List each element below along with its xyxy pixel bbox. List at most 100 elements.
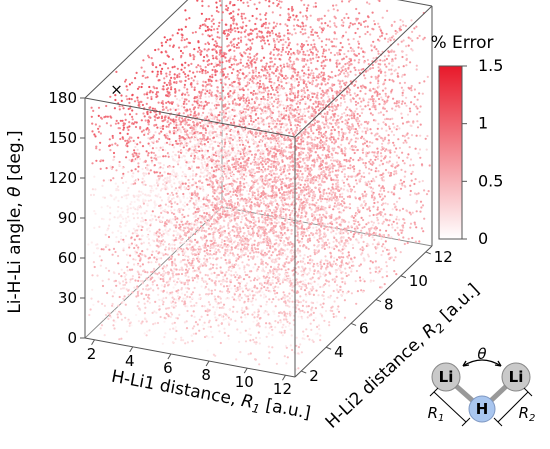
data-point bbox=[305, 83, 308, 86]
data-point bbox=[281, 165, 284, 168]
data-point bbox=[358, 120, 361, 123]
data-point bbox=[200, 12, 203, 15]
data-point bbox=[381, 222, 384, 225]
data-point bbox=[229, 118, 232, 121]
data-point bbox=[220, 128, 223, 131]
data-point bbox=[300, 166, 303, 169]
data-point bbox=[192, 71, 195, 74]
data-point bbox=[323, 188, 326, 191]
data-point bbox=[312, 132, 315, 135]
data-point bbox=[307, 282, 310, 285]
data-point bbox=[382, 179, 385, 182]
data-point bbox=[163, 320, 166, 323]
data-point bbox=[242, 199, 245, 202]
data-point bbox=[197, 253, 200, 256]
data-point bbox=[101, 317, 104, 320]
data-point bbox=[319, 75, 323, 78]
data-point bbox=[152, 323, 155, 326]
data-point bbox=[357, 102, 360, 105]
data-point bbox=[324, 134, 327, 137]
data-point bbox=[293, 86, 296, 89]
data-point bbox=[284, 114, 288, 117]
data-point bbox=[320, 31, 323, 34]
data-point bbox=[136, 292, 139, 295]
data-point bbox=[239, 180, 242, 184]
data-point bbox=[363, 190, 366, 193]
data-point bbox=[130, 324, 133, 327]
data-point bbox=[261, 45, 264, 48]
data-point bbox=[245, 108, 248, 111]
data-point bbox=[266, 247, 269, 250]
data-point bbox=[278, 0, 281, 3]
data-point bbox=[233, 151, 236, 154]
data-point bbox=[360, 68, 363, 71]
data-point bbox=[137, 136, 140, 139]
data-point bbox=[189, 240, 192, 243]
data-point bbox=[181, 34, 184, 37]
data-point bbox=[245, 62, 249, 65]
data-point bbox=[362, 278, 365, 281]
data-point bbox=[373, 238, 376, 241]
data-point bbox=[354, 218, 357, 221]
data-point bbox=[302, 15, 305, 18]
data-point bbox=[259, 199, 262, 202]
data-point bbox=[177, 289, 180, 292]
data-point bbox=[183, 38, 186, 42]
data-point bbox=[340, 70, 343, 73]
data-point bbox=[389, 39, 392, 42]
data-point bbox=[283, 355, 286, 358]
data-point bbox=[218, 156, 221, 159]
data-point bbox=[208, 176, 211, 179]
data-point bbox=[236, 0, 240, 1]
data-point bbox=[238, 285, 241, 288]
data-point bbox=[335, 258, 339, 261]
data-point bbox=[159, 244, 162, 247]
data-point bbox=[392, 133, 396, 137]
data-point bbox=[268, 322, 271, 325]
data-point bbox=[179, 166, 182, 169]
data-point bbox=[280, 147, 283, 150]
data-point bbox=[178, 75, 181, 78]
data-point bbox=[151, 210, 154, 213]
data-point bbox=[247, 157, 250, 160]
data-point bbox=[349, 70, 352, 73]
data-point bbox=[393, 270, 396, 273]
data-point bbox=[373, 134, 376, 137]
data-point bbox=[297, 83, 300, 86]
data-point bbox=[281, 334, 284, 337]
data-point bbox=[233, 298, 236, 301]
data-point bbox=[244, 239, 247, 242]
data-point bbox=[236, 73, 239, 77]
data-point bbox=[274, 142, 277, 145]
data-point bbox=[131, 115, 134, 118]
data-point bbox=[352, 233, 356, 236]
data-point bbox=[316, 206, 319, 209]
data-point bbox=[285, 203, 288, 206]
data-point bbox=[382, 208, 385, 211]
data-point bbox=[280, 156, 283, 159]
data-point bbox=[377, 50, 380, 53]
data-point bbox=[289, 56, 292, 59]
data-point bbox=[196, 50, 199, 53]
data-point bbox=[227, 266, 231, 269]
data-point bbox=[358, 169, 361, 172]
data-point bbox=[304, 278, 307, 281]
data-point bbox=[310, 164, 313, 167]
data-point bbox=[124, 316, 127, 319]
data-point bbox=[269, 150, 272, 153]
data-point bbox=[248, 19, 251, 22]
data-point bbox=[272, 48, 275, 51]
data-point bbox=[274, 285, 277, 288]
data-point bbox=[423, 36, 426, 39]
data-point bbox=[300, 274, 303, 277]
data-point bbox=[283, 135, 286, 138]
data-point bbox=[175, 115, 178, 118]
data-point bbox=[172, 118, 175, 121]
data-point bbox=[331, 223, 334, 226]
data-point bbox=[179, 49, 183, 53]
data-point bbox=[147, 172, 150, 175]
data-point bbox=[161, 216, 164, 219]
data-point bbox=[217, 200, 220, 203]
data-point bbox=[197, 166, 200, 169]
data-point bbox=[223, 312, 226, 315]
